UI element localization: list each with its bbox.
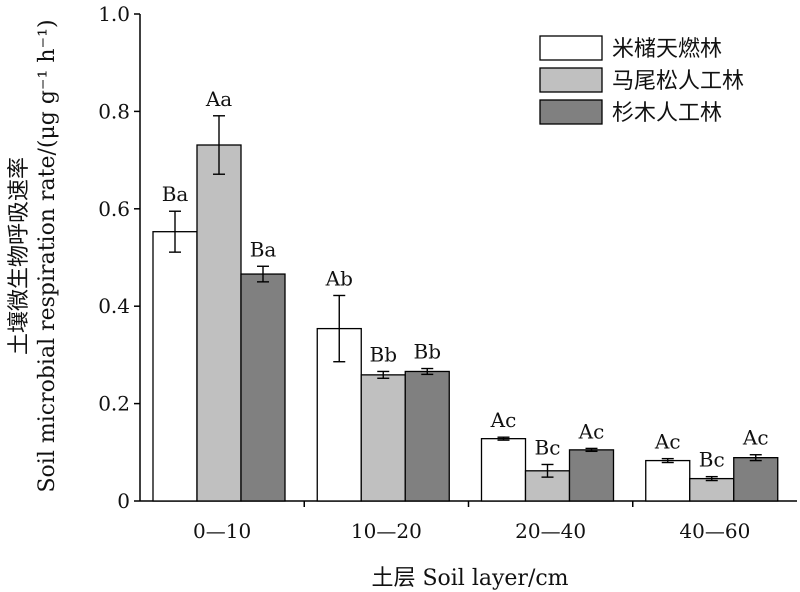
bar xyxy=(645,459,691,502)
bar xyxy=(152,231,198,502)
x-tick-label: 40—60 xyxy=(679,519,750,543)
bar xyxy=(360,374,406,502)
significance-label: Ac xyxy=(654,430,681,454)
x-axis-title: 土层 Soil layer/cm xyxy=(371,566,568,591)
y-axis-title-en-group: Soil microbial respiration rate/(μg g⁻¹ … xyxy=(35,19,60,492)
bar xyxy=(240,273,286,502)
significance-label: Ab xyxy=(325,266,353,290)
legend-label: 马尾松人工林 xyxy=(612,69,744,94)
y-tick-label: 0.6 xyxy=(98,197,130,221)
y-tick-label: 0 xyxy=(117,489,130,513)
legend-label: 米槠天燃林 xyxy=(612,37,722,62)
y-tick-label: 0.8 xyxy=(98,99,130,123)
bar xyxy=(733,457,779,502)
y-tick-label: 0.4 xyxy=(98,294,130,318)
legend-swatch xyxy=(539,67,603,93)
legend-label: 杉木人工林 xyxy=(612,101,722,126)
significance-label: Bb xyxy=(414,340,442,364)
significance-label: Bc xyxy=(535,435,561,459)
x-tick-label: 10—20 xyxy=(351,519,422,543)
x-tick-label: 0—10 xyxy=(193,519,251,543)
y-axis-title: 土壤微生物呼吸速率 xyxy=(7,157,32,355)
significance-label: Ac xyxy=(578,419,605,443)
y-tick-label: 0.2 xyxy=(98,392,130,416)
significance-label: Ba xyxy=(162,182,189,206)
legend-swatch xyxy=(539,99,603,125)
y-axis-title-zh: 土壤微生物呼吸速率 xyxy=(7,157,32,355)
y-tick-label: 1.0 xyxy=(98,2,130,26)
bar xyxy=(404,370,450,502)
bar xyxy=(196,144,242,502)
plot-area: 0 0.2 0.4 0.6 0.8 1.0 0—10 10—20 20—40 40—60 Ba Ab A… xyxy=(98,2,797,543)
y-axis-title-en: Soil microbial respiration rate/(μg g⁻¹ … xyxy=(35,19,60,492)
x-tick-label: 20—40 xyxy=(515,519,586,543)
significance-label: Ba xyxy=(250,237,277,261)
significance-label: Ac xyxy=(490,408,517,432)
bar xyxy=(568,449,615,502)
significance-label: Bb xyxy=(370,342,398,366)
significance-label: Ac xyxy=(742,426,769,450)
bar xyxy=(689,477,735,502)
significance-label: Aa xyxy=(205,87,232,111)
significance-label: Bc xyxy=(699,448,725,472)
legend-swatch xyxy=(539,35,603,61)
bar xyxy=(480,438,527,502)
